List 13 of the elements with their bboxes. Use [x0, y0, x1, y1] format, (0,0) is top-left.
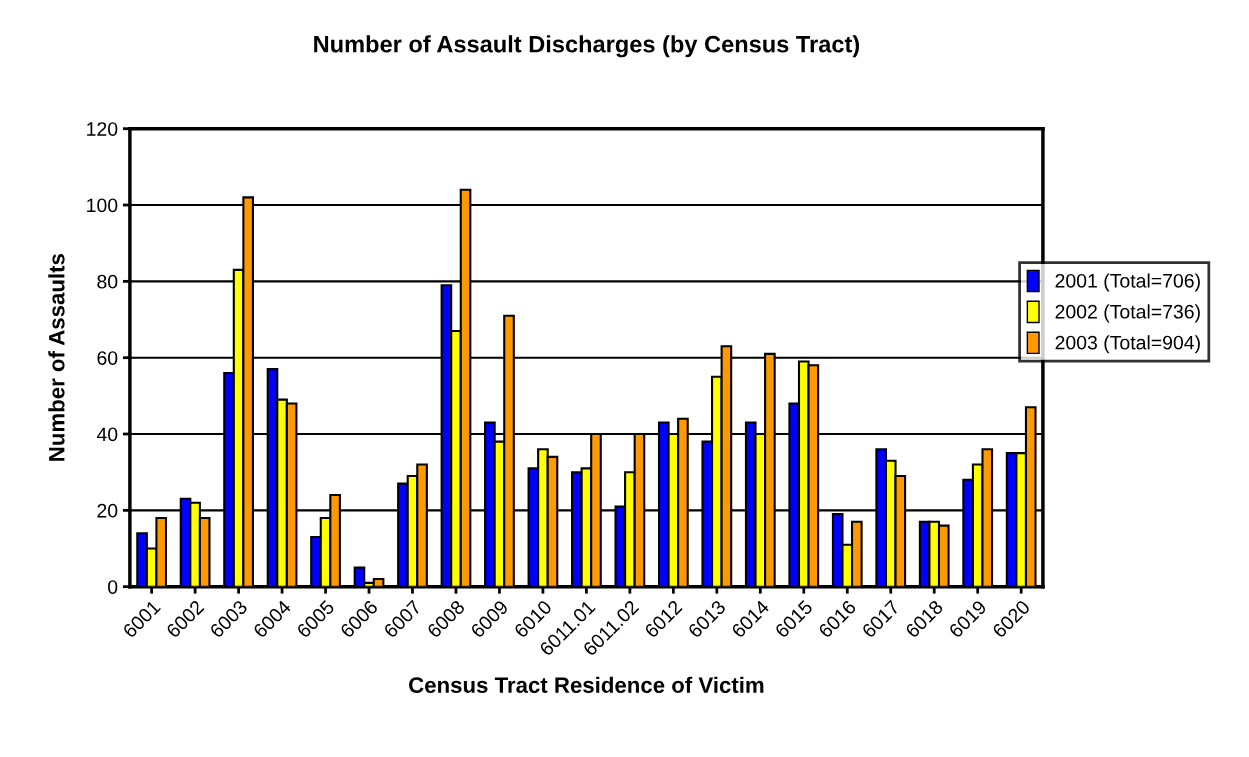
legend-label: 2001 (Total=706): [1055, 273, 1200, 292]
y-tick-label: 20: [97, 503, 118, 518]
y-tick-label: 120: [87, 122, 118, 136]
legend-label: 2003 (Total=904): [1055, 335, 1200, 354]
y-tick-label: 100: [87, 198, 118, 213]
y-tick-label: 60: [97, 351, 118, 365]
y-tick-label: 0: [108, 580, 118, 594]
y-tick-label: 80: [97, 274, 118, 289]
y-tick-label: 40: [96, 427, 118, 442]
chart-title: Number of Assault Discharges (by Census Tract): [314, 35, 860, 58]
legend-label: 2002 (Total=736): [1055, 304, 1200, 323]
y-axis-title: Number of Assaults: [48, 254, 65, 461]
x-axis-title: Census Tract Residence of Victim: [409, 676, 764, 693]
